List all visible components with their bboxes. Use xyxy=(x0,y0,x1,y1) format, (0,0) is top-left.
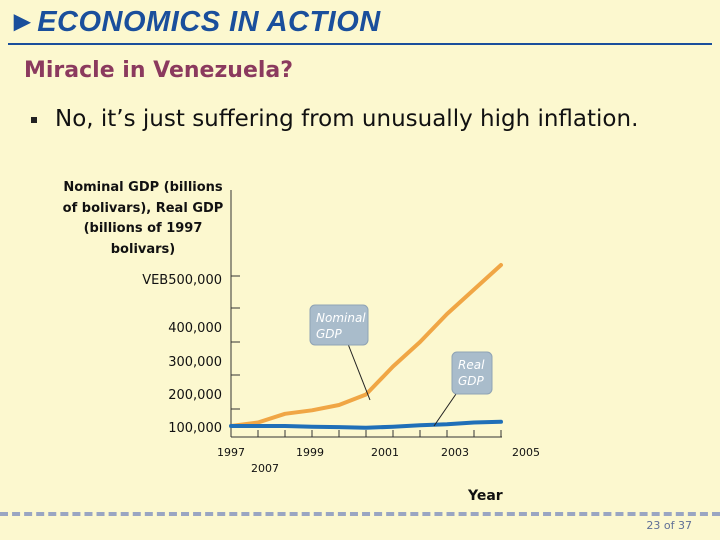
header-rule xyxy=(8,43,712,45)
y-axis-label: Nominal GDP (billions of bolivars), Real… xyxy=(62,180,224,257)
x-axis-label: Year xyxy=(468,488,503,504)
page-number: 23 of 37 xyxy=(646,519,692,532)
x-tick-label: 2005 xyxy=(512,446,540,459)
x-tick-label: 2003 xyxy=(441,446,469,459)
real-callout: Real GDP xyxy=(433,351,493,427)
series-line-nominal-gdp xyxy=(229,263,503,428)
y-tick-label: 200,000 xyxy=(168,388,222,403)
series-layer xyxy=(229,263,503,430)
nominal-callout: Nominal GDP xyxy=(309,304,371,401)
y-tick-label: 300,000 xyxy=(168,355,222,370)
x-tick-label: 1997 xyxy=(217,446,245,459)
header-title: ►ECONOMICS IN ACTION xyxy=(8,6,381,39)
x-tick-label: 2001 xyxy=(371,446,399,459)
nominal-callout-box xyxy=(309,304,369,346)
bullet-text: No, it’s just suffering from unusually h… xyxy=(55,106,639,132)
nominal-callout-text: Nominal GDP xyxy=(316,311,366,341)
header-marker-icon: ► xyxy=(8,6,38,38)
footer-rule xyxy=(0,512,720,516)
y-axis xyxy=(230,190,240,437)
real-callout-box xyxy=(451,351,493,395)
x-tick-label: 2007 xyxy=(251,462,279,475)
y-tick-label: VEB500,000 xyxy=(142,273,222,288)
y-tick-label: 400,000 xyxy=(168,321,222,336)
bullet-icon xyxy=(31,117,37,123)
series-line-real-gdp xyxy=(229,419,503,430)
x-tick-label: 1999 xyxy=(296,446,324,459)
slide-title: Miracle in Venezuela? xyxy=(24,58,294,83)
x-axis xyxy=(231,430,502,438)
header-title-text: ECONOMICS IN ACTION xyxy=(37,6,381,38)
real-callout-text: Real GDP xyxy=(458,358,485,388)
y-tick-label: 100,000 xyxy=(168,421,222,436)
